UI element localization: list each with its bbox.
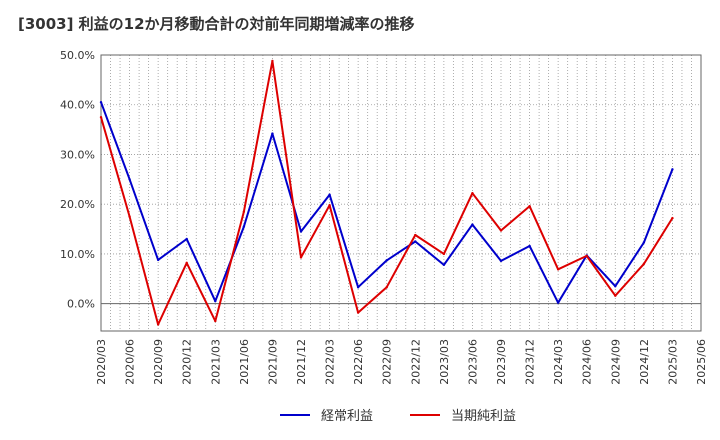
x-tick-label: 2021/09	[266, 339, 279, 385]
y-tick-label: 50.0%	[60, 49, 95, 62]
x-tick-label: 2024/06	[581, 339, 594, 385]
data-point	[414, 240, 417, 243]
x-tick-label: 2025/06	[695, 339, 708, 385]
data-point	[528, 204, 531, 208]
data-point	[128, 178, 131, 181]
data-point	[299, 256, 303, 259]
data-point	[185, 261, 188, 265]
data-point	[614, 285, 617, 288]
x-tick-label: 2025/03	[666, 339, 679, 385]
data-point	[356, 286, 360, 289]
x-tick-label: 2023/03	[438, 339, 451, 385]
x-tick-label: 2021/12	[295, 339, 308, 385]
data-point	[271, 132, 274, 135]
x-tick-label: 2022/03	[324, 339, 337, 385]
data-point	[99, 101, 103, 104]
data-point	[671, 216, 674, 220]
x-tick-label: 2023/12	[524, 339, 537, 385]
data-point	[385, 259, 388, 262]
legend: 経常利益 当期純利益	[280, 409, 516, 424]
data-point	[328, 203, 331, 207]
x-tick-label: 2024/12	[638, 339, 651, 385]
x-tick-label: 2020/12	[181, 339, 194, 385]
data-point	[328, 193, 331, 196]
y-tick-label: 10.0%	[60, 248, 95, 261]
data-point	[271, 59, 274, 63]
x-tick-label: 2020/03	[95, 339, 108, 385]
x-tick-label: 2020/09	[152, 339, 165, 385]
x-tick-labels: 2020/03 2020/06 2020/09 2020/12 2021/03 2021/…	[95, 339, 708, 385]
y-tick-label: 20.0%	[60, 198, 95, 211]
x-tick-label: 2023/09	[495, 339, 508, 385]
data-point	[156, 323, 160, 326]
x-tick-label: 2021/03	[209, 339, 222, 385]
data-point	[585, 254, 588, 258]
data-point	[499, 259, 503, 263]
data-point	[214, 299, 217, 303]
data-point	[356, 311, 360, 314]
data-point	[99, 115, 103, 119]
x-tick-label: 2022/09	[381, 339, 394, 385]
data-point	[442, 263, 446, 267]
data-point	[128, 215, 131, 218]
data-point	[556, 301, 560, 304]
y-tick-labels: 0.0% 10.0% 20.0% 30.0% 40.0% 50.0%	[60, 49, 95, 311]
x-tick-label: 2023/06	[466, 339, 479, 385]
y-tick-label: 0.0%	[67, 298, 95, 311]
data-point	[299, 230, 303, 233]
plot-frame	[100, 54, 702, 332]
data-point	[614, 294, 617, 297]
x-tick-label: 2024/03	[552, 339, 565, 385]
legend-label: 経常利益	[321, 409, 373, 424]
data-point	[671, 168, 674, 171]
series-lines	[99, 59, 674, 326]
gridlines	[100, 54, 702, 331]
x-tick-label: 2021/06	[238, 339, 251, 385]
data-point	[642, 241, 646, 244]
data-point	[242, 225, 246, 228]
data-point	[214, 319, 217, 323]
y-tick-label: 40.0%	[60, 99, 95, 112]
data-point	[642, 262, 646, 266]
data-point	[242, 210, 246, 213]
x-tick-label: 2022/06	[352, 339, 365, 385]
data-point	[528, 244, 531, 248]
x-tick-label: 2024/09	[609, 339, 622, 385]
data-point	[185, 237, 188, 241]
y-tick-label: 30.0%	[60, 148, 95, 161]
chart-title: [3003] 利益の12か月移動合計の対前年同期増減率の推移	[18, 15, 415, 33]
x-tick-label: 2022/12	[409, 339, 422, 385]
data-point	[442, 252, 446, 256]
data-point	[471, 223, 474, 226]
data-point	[556, 268, 560, 271]
x-tick-label: 2020/06	[124, 339, 137, 385]
data-point	[471, 192, 474, 195]
data-point	[156, 258, 160, 262]
data-point	[414, 233, 417, 237]
legend-label: 当期純利益	[451, 409, 516, 424]
data-point	[385, 286, 388, 289]
data-point	[499, 229, 503, 232]
axes	[100, 54, 702, 332]
